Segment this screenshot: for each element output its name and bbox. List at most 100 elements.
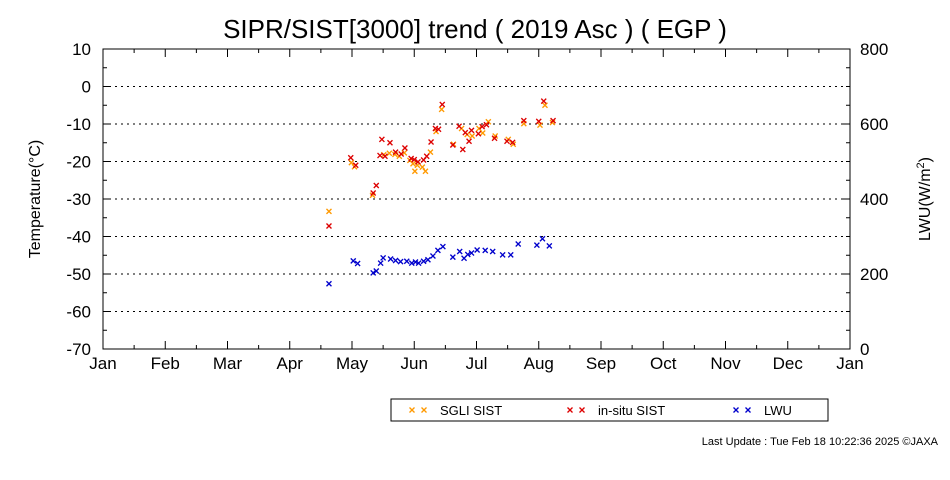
y-tick-label-right: 0 [860, 340, 869, 359]
marker-stroke [550, 117, 557, 124]
marker-stroke [438, 106, 445, 113]
marker-stroke [354, 260, 361, 267]
marker-stroke [434, 247, 441, 254]
marker-stroke [489, 248, 496, 255]
marker-stroke [403, 258, 410, 265]
legend-label: in-situ SIST [598, 403, 665, 418]
marker-stroke [398, 151, 405, 157]
marker-stroke [326, 223, 332, 229]
data-point [419, 164, 426, 171]
y-axis-label-left: Temperature(°C) [27, 140, 44, 258]
data-point [350, 257, 357, 264]
marker-stroke [386, 150, 393, 157]
marker-stroke [408, 155, 415, 162]
marker-stroke [377, 260, 384, 267]
data-point [411, 168, 418, 175]
legend: SGLI SIST in-situ SIST LWU [390, 398, 829, 422]
data-point [504, 138, 510, 145]
marker-stroke [468, 250, 475, 256]
x-tick-label: Feb [151, 354, 180, 373]
data-point [410, 160, 416, 167]
x-tick-label: Jan [836, 354, 863, 373]
marker-stroke [352, 162, 359, 169]
data-point [456, 248, 463, 255]
marker-stroke [378, 136, 385, 143]
y-tick-label-left: -40 [66, 228, 91, 247]
y-tick-label-left: -30 [66, 190, 91, 209]
data-point [377, 152, 383, 159]
data-point [456, 123, 463, 130]
marker-stroke [420, 258, 427, 265]
marker-stroke [542, 102, 548, 109]
data-point [509, 139, 516, 146]
marker-stroke [479, 123, 486, 130]
data-point [439, 243, 446, 250]
data-point [380, 254, 387, 261]
x-tick-label: Mar [213, 354, 243, 373]
x-tick-label: Jul [466, 354, 488, 373]
data-point [468, 250, 475, 256]
x-tick-label: May [336, 354, 369, 373]
data-point [411, 156, 418, 163]
data-point [387, 256, 394, 262]
marker-stroke [423, 153, 430, 160]
y-tick-label-left: -20 [66, 153, 91, 172]
y-axis-label-right: LWU(W/m2) [915, 157, 934, 241]
series-lwu [326, 235, 553, 287]
marker-stroke [422, 168, 429, 175]
marker-stroke [483, 121, 490, 128]
x-tick-label: Dec [773, 354, 804, 373]
x-tick-label: Jun [401, 354, 428, 373]
marker-stroke [733, 407, 739, 413]
marker-stroke [482, 247, 489, 254]
x-tick-labels: Jan Feb Mar Apr May Jun Jul Aug Sep Oct Nov Dec Jan [89, 354, 863, 373]
data-point [449, 254, 456, 261]
marker-stroke [382, 153, 388, 160]
data-point [424, 256, 431, 263]
marker-stroke [410, 160, 416, 167]
data-point [378, 136, 385, 143]
data-point [415, 260, 422, 267]
marker-stroke [533, 242, 540, 249]
data-point [326, 223, 332, 229]
marker-stroke [380, 254, 387, 261]
marker-stroke [347, 154, 354, 161]
data-point [542, 102, 548, 109]
y-tick-label-right: 400 [860, 190, 888, 209]
data-point [403, 258, 410, 265]
x-tick-label: Jan [89, 354, 116, 373]
marker-stroke [377, 152, 383, 159]
y-tick-label-left: 10 [72, 40, 91, 59]
data-point [466, 138, 472, 145]
data-point [354, 260, 361, 267]
marker-stroke [326, 280, 332, 287]
data-point [415, 158, 421, 165]
y-axis-label-right-close: ) [917, 157, 934, 162]
marker-stroke [435, 126, 442, 133]
marker-stroke [479, 130, 486, 136]
y-tick-label-left: -10 [66, 115, 91, 134]
marker-stroke [387, 256, 394, 262]
data-point [475, 130, 482, 137]
legend-marker [409, 407, 415, 413]
legend-box [390, 398, 829, 422]
data-point [429, 253, 436, 259]
data-point [392, 149, 399, 156]
marker-stroke [504, 138, 510, 145]
y-tick-label-right: 600 [860, 115, 888, 134]
data-point [428, 139, 435, 145]
data-point [373, 268, 380, 274]
data-point [449, 142, 456, 148]
marker-stroke [540, 98, 547, 105]
data-point [459, 146, 466, 153]
marker-stroke [459, 146, 466, 153]
marker-stroke [373, 268, 380, 274]
marker-stroke [476, 125, 482, 132]
data-point [474, 247, 481, 253]
data-point [489, 248, 496, 255]
last-update-text: Last Update : Tue Feb 18 10:22:36 2025 ©… [701, 436, 938, 448]
marker-stroke [419, 164, 426, 171]
data-point [420, 258, 427, 265]
data-point [347, 154, 354, 161]
marker-stroke [439, 243, 446, 250]
